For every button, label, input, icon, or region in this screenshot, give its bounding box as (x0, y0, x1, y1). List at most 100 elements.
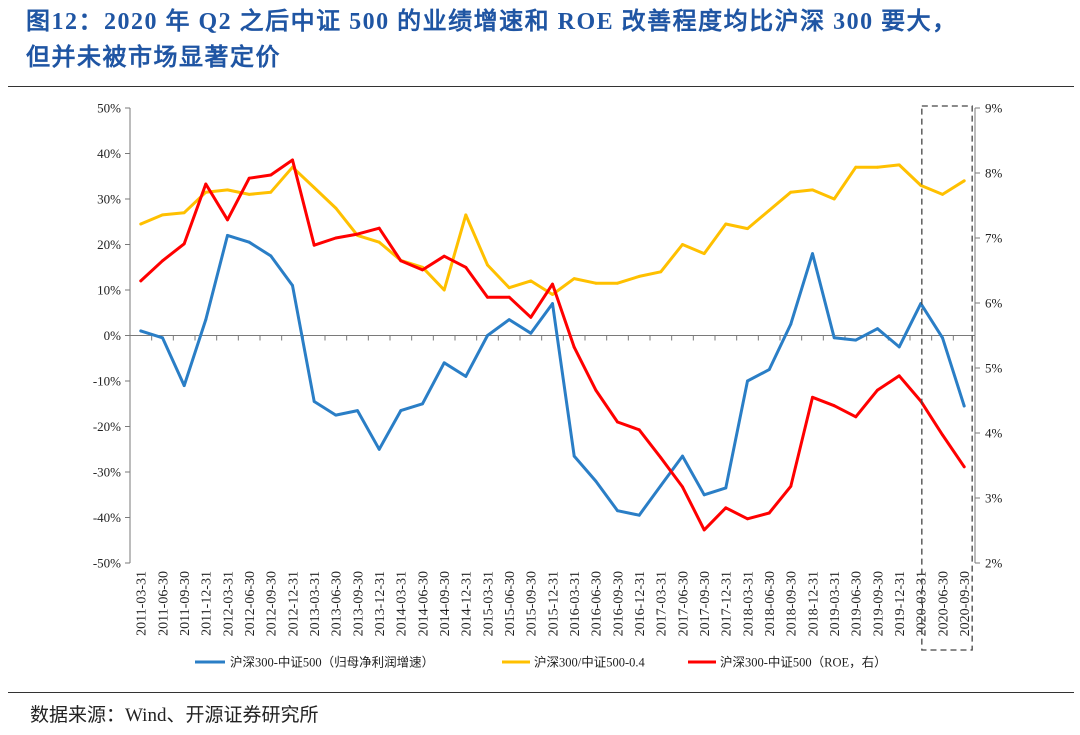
data-point (464, 375, 468, 378)
right-axis-tick-label: 5% (985, 361, 1003, 376)
data-point (659, 270, 663, 274)
x-tick-label: 2018-09-30 (785, 571, 800, 636)
x-tick-label: 2016-12-31 (633, 571, 648, 636)
data-point (897, 374, 901, 378)
data-point (659, 456, 663, 460)
data-point (941, 193, 944, 196)
x-tick-label: 2013-06-30 (330, 571, 345, 636)
data-point (247, 176, 251, 180)
data-point (334, 413, 338, 417)
data-point (594, 479, 598, 483)
data-point (941, 336, 944, 340)
x-axis: 2011-03-31 2011-06-30 2011-09-30 2011-12-31… (129, 335, 976, 636)
x-tick-label: 2019-09-30 (871, 571, 886, 636)
data-point (529, 315, 533, 319)
data-point (247, 193, 251, 196)
data-point (442, 361, 446, 365)
data-point (702, 493, 706, 497)
data-point (204, 318, 208, 321)
data-point (421, 402, 424, 406)
legend-label: 沪深300-中证500（ROE，右） (720, 654, 887, 669)
ratio-line (139, 163, 966, 296)
x-tick-label: 2016-09-30 (611, 571, 626, 636)
data-point (702, 528, 706, 532)
x-tick-label: 2013-09-30 (351, 571, 366, 636)
x-tick-label: 2014-09-30 (438, 571, 453, 636)
data-point (139, 279, 143, 283)
data-point (312, 243, 316, 247)
highlight-dashed-box (921, 105, 973, 651)
data-point (572, 277, 576, 280)
page-title-line-2: 但并未被市场显著定价 (26, 45, 281, 71)
data-point (226, 188, 229, 192)
data-point (919, 184, 923, 187)
data-point (421, 268, 424, 272)
data-point (139, 329, 143, 333)
data-point (854, 415, 858, 419)
source-note: 数据来源：Wind、开源证券研究所 (30, 705, 319, 726)
data-point (377, 447, 381, 451)
page-title-line-1: 图12：2020 年 Q2 之后中证 500 的业绩增速和 ROE 改善程度均比… (26, 9, 958, 35)
x-tick-label: 2015-06-30 (503, 571, 518, 636)
x-tick-label: 2011-06-30 (156, 571, 171, 636)
right-axis-tick-label: 9% (985, 101, 1003, 116)
x-tick-label: 2018-12-31 (806, 571, 821, 636)
data-point (204, 182, 208, 186)
data-point (789, 484, 793, 488)
data-point (507, 318, 511, 321)
data-point (616, 509, 619, 513)
data-point (161, 213, 164, 217)
data-point (876, 388, 879, 392)
data-point (269, 254, 273, 258)
data-point (681, 454, 684, 458)
data-point (724, 222, 728, 226)
data-point (182, 384, 186, 387)
left-axis-tick-label: 0% (104, 328, 122, 343)
data-point (399, 259, 403, 263)
x-tick-label: 2011-09-30 (178, 571, 193, 636)
right-axis-tick-label: 6% (985, 296, 1003, 311)
data-point (767, 511, 771, 515)
data-point (681, 243, 684, 246)
data-point (876, 327, 879, 331)
data-point (161, 336, 164, 340)
data-point (551, 302, 554, 305)
data-point (356, 232, 359, 236)
data-point (464, 265, 468, 269)
x-tick-label: 2012-12-31 (286, 571, 301, 636)
data-point (182, 211, 186, 215)
x-tick-label: 2014-06-30 (416, 571, 431, 636)
x-tick-label: 2012-06-30 (243, 571, 258, 636)
right-axis-tick-label: 8% (985, 166, 1003, 181)
x-tick-label: 2016-03-31 (568, 571, 583, 636)
data-point (551, 293, 554, 296)
x-tick-label: 2020-09-30 (958, 571, 973, 636)
data-point (377, 226, 381, 230)
data-point (442, 288, 446, 292)
data-point (291, 158, 294, 162)
data-point (507, 295, 511, 299)
right-axis-tick-label: 3% (985, 491, 1003, 506)
data-point (594, 388, 598, 392)
data-point (551, 282, 554, 286)
data-point (832, 404, 836, 408)
data-point (161, 259, 164, 263)
x-tick-label: 2019-03-31 (828, 571, 843, 636)
data-point (139, 222, 143, 226)
data-point (854, 338, 858, 342)
legend-label: 沪深300/中证500-0.4 (534, 654, 646, 669)
x-tick-label: 2015-09-30 (525, 571, 540, 636)
data-point (464, 213, 468, 217)
data-point (269, 190, 273, 194)
x-tick-label: 2013-12-31 (373, 571, 388, 636)
top-divider (8, 86, 1074, 87)
x-tick-label: 2015-12-31 (546, 571, 561, 636)
data-point (356, 409, 359, 412)
x-tick-label: 2013-03-31 (308, 571, 323, 636)
left-axis-tick-label: -40% (93, 510, 121, 525)
data-point (832, 197, 836, 201)
x-tick-label: 2012-03-31 (221, 571, 236, 636)
data-point (572, 345, 576, 349)
data-point (486, 334, 489, 337)
data-point (767, 368, 771, 371)
